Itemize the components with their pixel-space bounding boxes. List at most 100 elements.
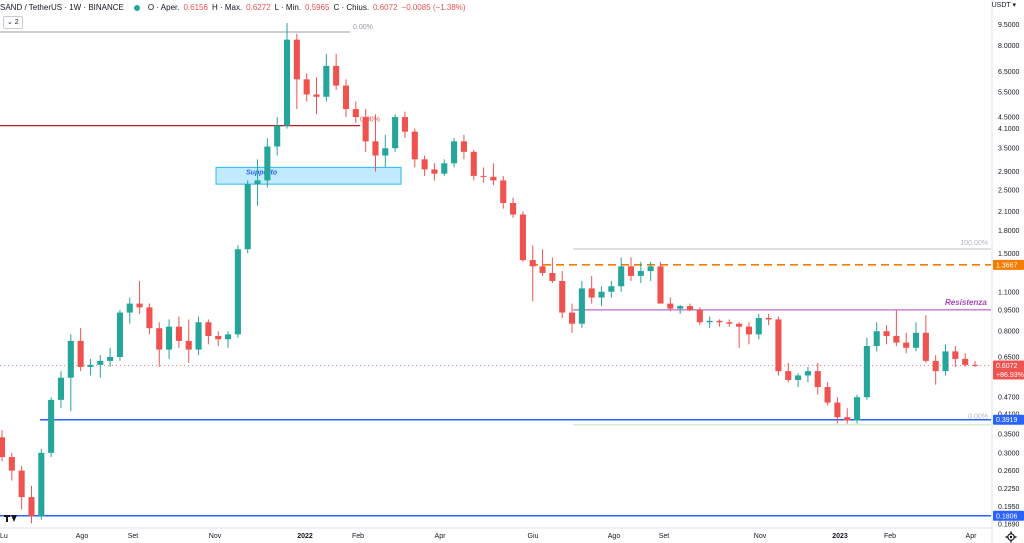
candle[interactable] — [834, 397, 841, 424]
candle[interactable] — [578, 280, 585, 329]
candle[interactable] — [814, 362, 821, 395]
candle[interactable] — [303, 73, 310, 102]
candle[interactable] — [686, 303, 694, 312]
candle[interactable] — [48, 397, 55, 458]
currency-selector[interactable]: USDT ▾ — [991, 2, 1016, 9]
candle[interactable] — [667, 297, 674, 312]
candle[interactable] — [755, 313, 762, 340]
candle[interactable] — [736, 322, 743, 348]
candle[interactable] — [795, 373, 802, 388]
candle[interactable] — [893, 309, 900, 347]
gear-icon[interactable] — [1005, 531, 1017, 543]
candle[interactable] — [873, 322, 880, 352]
candle[interactable] — [215, 331, 222, 347]
candle[interactable] — [706, 316, 713, 329]
candle[interactable] — [696, 307, 703, 326]
candle[interactable] — [952, 346, 959, 367]
candle[interactable] — [195, 316, 202, 356]
candle[interactable] — [598, 286, 605, 307]
candle[interactable] — [903, 332, 910, 354]
candle[interactable] — [912, 322, 920, 352]
candle[interactable] — [804, 366, 811, 383]
candle[interactable] — [657, 261, 664, 304]
candle[interactable] — [38, 448, 45, 520]
candle[interactable] — [283, 23, 291, 129]
candle[interactable] — [451, 138, 458, 168]
candle[interactable] — [205, 319, 212, 345]
candle[interactable] — [97, 355, 104, 378]
symbol-label[interactable]: SAND / TetherUS · 1W · BINANCE — [0, 3, 124, 12]
candle[interactable] — [431, 163, 438, 181]
candle[interactable] — [716, 319, 723, 327]
candle[interactable] — [854, 394, 861, 424]
candle[interactable] — [500, 175, 507, 209]
candle[interactable] — [382, 134, 389, 168]
candle[interactable] — [480, 167, 487, 183]
candle[interactable] — [726, 319, 733, 327]
candle[interactable] — [254, 159, 261, 206]
candle[interactable] — [244, 180, 251, 254]
candle[interactable] — [549, 257, 556, 284]
candle[interactable] — [559, 271, 566, 319]
candle[interactable] — [421, 155, 428, 176]
candle[interactable] — [775, 316, 782, 376]
candle[interactable] — [146, 303, 153, 335]
candle[interactable] — [647, 261, 654, 281]
candle[interactable] — [352, 101, 359, 123]
candle[interactable] — [677, 304, 684, 314]
candle[interactable] — [234, 245, 241, 338]
candle[interactable] — [588, 275, 595, 304]
candle[interactable] — [962, 353, 969, 367]
candle[interactable] — [323, 53, 330, 102]
candle[interactable] — [745, 322, 752, 345]
candle[interactable] — [568, 303, 576, 333]
candle[interactable] — [460, 134, 467, 160]
candle[interactable] — [274, 117, 281, 156]
candle[interactable] — [922, 315, 929, 363]
candle[interactable] — [883, 325, 890, 345]
candle[interactable] — [539, 249, 546, 276]
candle[interactable] — [510, 197, 517, 218]
candle[interactable] — [18, 465, 25, 510]
candle[interactable] — [166, 319, 173, 359]
candle[interactable] — [126, 297, 133, 324]
candle[interactable] — [971, 360, 979, 367]
candle[interactable] — [637, 261, 644, 284]
candle[interactable] — [942, 344, 949, 376]
candle[interactable] — [362, 109, 369, 152]
candle[interactable] — [342, 79, 350, 118]
candle[interactable] — [67, 334, 74, 412]
support-zone[interactable] — [215, 166, 402, 185]
candle[interactable] — [392, 114, 399, 152]
candle[interactable] — [175, 316, 182, 348]
candle[interactable] — [490, 163, 497, 186]
candle[interactable] — [519, 211, 526, 262]
collapse-indicators-button[interactable]: ⌄ 2 — [3, 16, 23, 29]
candle[interactable] — [844, 408, 851, 424]
candle[interactable] — [824, 382, 831, 406]
candle[interactable] — [627, 257, 635, 281]
candle[interactable] — [57, 371, 65, 409]
candle[interactable] — [608, 280, 615, 298]
candle[interactable] — [411, 128, 418, 168]
candle[interactable] — [0, 430, 6, 462]
candle[interactable] — [785, 362, 792, 383]
candle[interactable] — [225, 331, 232, 348]
candle[interactable] — [372, 114, 379, 172]
candle[interactable] — [932, 355, 939, 385]
candle[interactable] — [28, 485, 35, 524]
candle[interactable] — [470, 150, 477, 181]
candle[interactable] — [293, 33, 300, 110]
candle[interactable] — [313, 77, 320, 115]
candle[interactable] — [77, 328, 84, 372]
candle[interactable] — [264, 138, 271, 188]
candle[interactable] — [863, 337, 870, 400]
candle[interactable] — [333, 53, 340, 90]
candle[interactable] — [107, 347, 114, 367]
candle[interactable] — [136, 280, 143, 314]
candle[interactable] — [8, 452, 15, 481]
candle[interactable] — [441, 159, 448, 176]
candle[interactable] — [116, 309, 123, 361]
candle[interactable] — [765, 313, 772, 326]
